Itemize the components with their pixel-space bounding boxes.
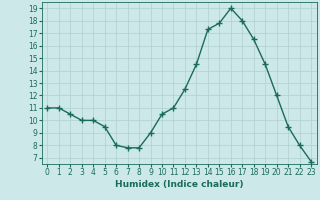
X-axis label: Humidex (Indice chaleur): Humidex (Indice chaleur) — [115, 180, 244, 189]
